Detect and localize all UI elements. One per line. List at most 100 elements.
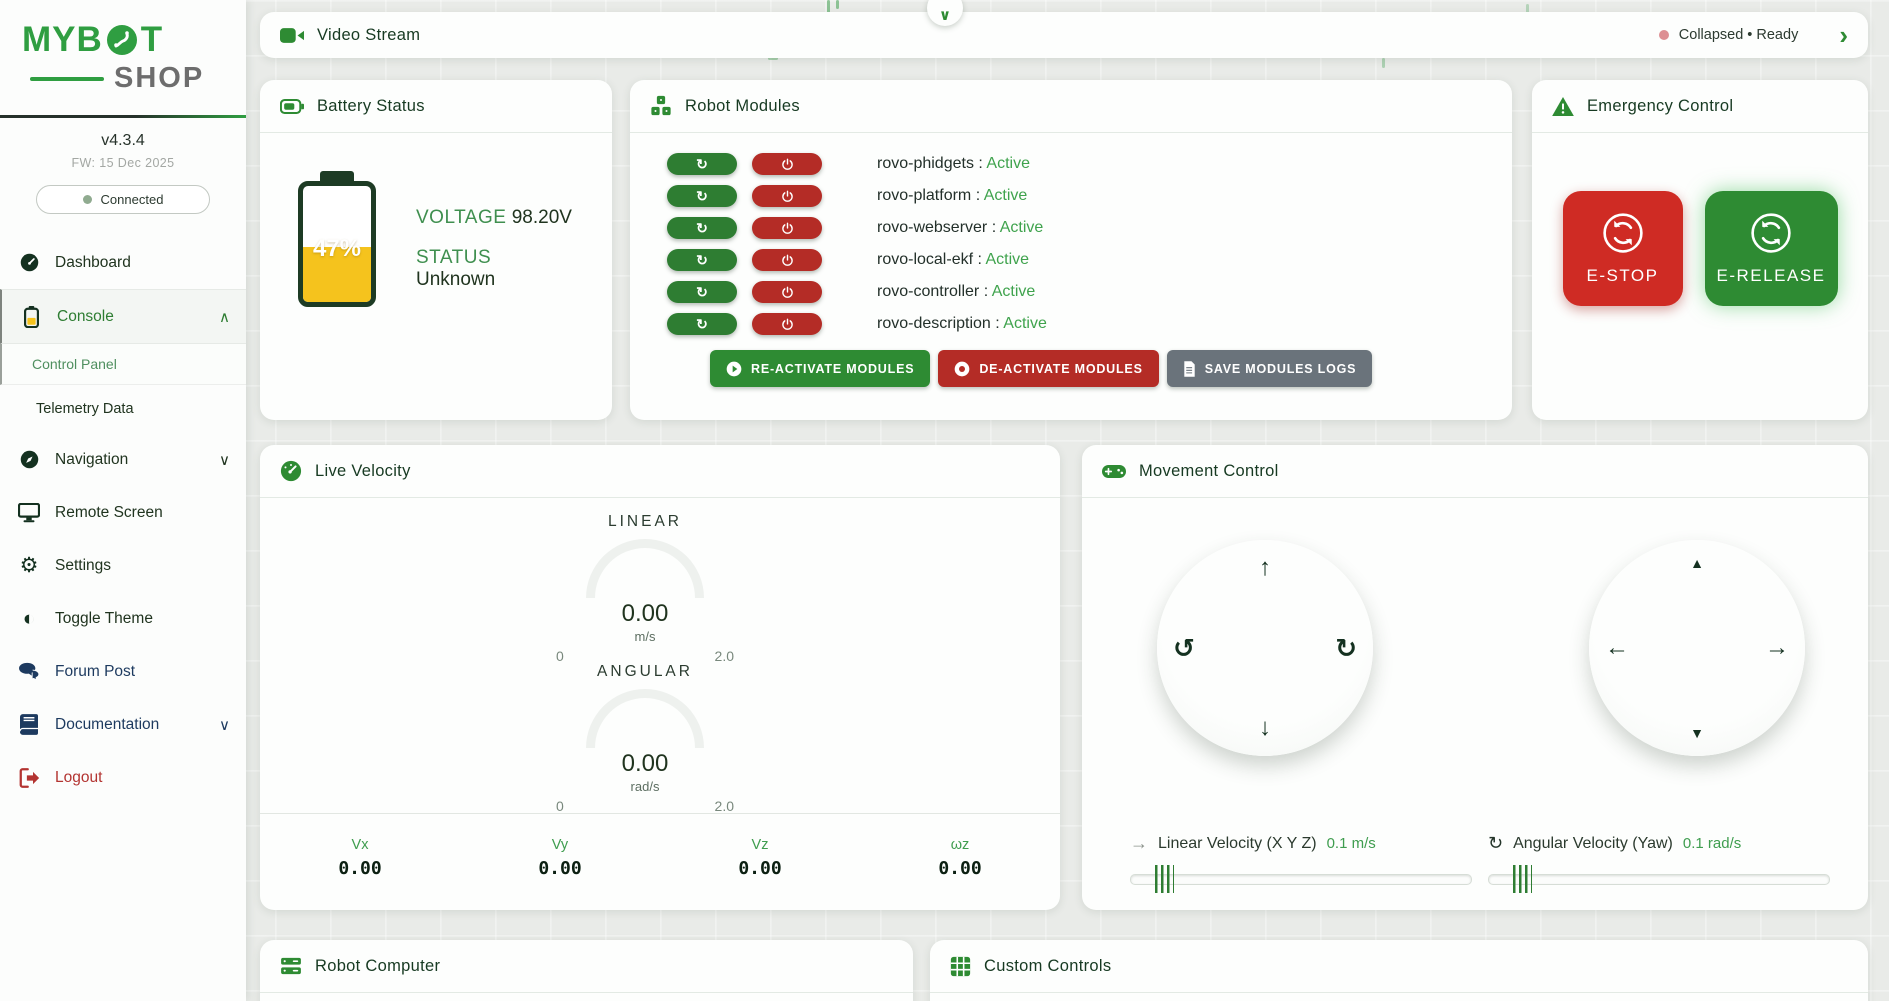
down-triangle-button[interactable]: ▼: [1690, 725, 1704, 741]
connection-status-label: Connected: [100, 192, 164, 207]
velocity-readouts: Vx 0.00 Vy 0.00 Vz 0.00 ωz 0.00: [260, 813, 1060, 879]
connection-status-badge: Connected: [36, 185, 210, 214]
card-title: Emergency Control: [1587, 96, 1734, 115]
sidebar-item-label: Console: [57, 307, 114, 325]
sidebar: MYB T SHOP v4.3.4 FW: 15 Dec 2025 Connec…: [0, 0, 246, 1001]
backward-arrow-button[interactable]: ↓: [1259, 714, 1271, 741]
battery-voltage-row: VOLTAGE 98.20V: [416, 207, 572, 229]
reactivate-modules-button[interactable]: RE-ACTIVATE MODULES: [710, 350, 931, 387]
module-power-button[interactable]: [752, 249, 822, 271]
drive-joystick-pad[interactable]: ↑ ↺ ↻ ↓: [1157, 540, 1373, 756]
module-power-button[interactable]: [752, 313, 822, 335]
gauge-value: 0.00: [621, 600, 669, 627]
linear-velocity-slider-group: → Linear Velocity (X Y Z) 0.1 m/s: [1130, 833, 1472, 893]
battery-percent: 47%: [312, 234, 362, 262]
module-list: ↻ rovo-phidgets : Active ↻ rovo-platform…: [630, 133, 1512, 335]
sidebar-item-logout[interactable]: Logout: [0, 751, 246, 804]
video-stream-header[interactable]: Video Stream Collapsed • Ready ›: [260, 12, 1868, 58]
map-artifact: [1526, 4, 1529, 13]
logout-icon: [18, 767, 40, 788]
rotate-cw-button[interactable]: ↻: [1335, 633, 1357, 663]
module-restart-button[interactable]: ↻: [667, 281, 737, 303]
brand-underline: [30, 76, 104, 81]
sidebar-item-settings[interactable]: ⚙ Settings: [0, 539, 246, 592]
linear-velocity-slider[interactable]: [1130, 865, 1472, 893]
gauge-unit: m/s: [634, 629, 656, 644]
module-name: rovo-controller: [877, 283, 980, 300]
estop-button[interactable]: E-STOP: [1562, 191, 1683, 306]
module-power-button[interactable]: [752, 217, 822, 239]
rotate-ccw-button[interactable]: ↺: [1173, 633, 1195, 663]
sidebar-item-documentation[interactable]: Documentation ∨: [0, 698, 246, 751]
up-triangle-button[interactable]: ▲: [1690, 555, 1704, 571]
sidebar-item-dashboard[interactable]: Dashboard: [0, 236, 246, 289]
speedometer-icon: [280, 460, 302, 482]
angular-velocity-slider[interactable]: [1488, 865, 1830, 893]
battery-fill: [303, 247, 371, 302]
sidebar-item-telemetry-data[interactable]: Telemetry Data: [0, 385, 246, 433]
readout-vx: Vx 0.00: [338, 837, 382, 879]
rotate-icon: ↻: [1488, 833, 1504, 853]
right-arrow-icon: →: [1130, 833, 1148, 853]
sidebar-item-remote-screen[interactable]: Remote Screen: [0, 486, 246, 539]
warning-triangle-icon: [1552, 96, 1574, 116]
gauge-min: 0: [556, 798, 564, 814]
card-title: Robot Modules: [685, 96, 800, 115]
battery-terminal: [320, 171, 354, 181]
chevron-down-icon: ∨: [938, 7, 952, 24]
stop-circle-icon: [955, 361, 970, 376]
chevron-up-icon: ∧: [219, 308, 230, 326]
sidebar-item-forum-post[interactable]: Forum Post: [0, 645, 246, 698]
save-modules-logs-button[interactable]: SAVE MODULES LOGS: [1166, 350, 1373, 387]
sidebar-item-label: Settings: [55, 556, 112, 574]
slider-handle[interactable]: [1154, 865, 1174, 893]
module-power-button[interactable]: [752, 185, 822, 207]
gauge-arc: [586, 689, 704, 748]
grid-icon: [950, 956, 971, 977]
chevron-down-icon: ∨: [219, 451, 230, 469]
slider-label: Angular Velocity (Yaw): [1513, 834, 1673, 852]
left-arrow-button[interactable]: ←: [1605, 634, 1629, 661]
sidebar-item-control-panel[interactable]: Control Panel: [0, 344, 246, 385]
voltage-value: 98.20V: [511, 207, 572, 228]
module-name: rovo-platform: [877, 187, 972, 204]
rotate-arrows-icon: [1602, 212, 1643, 253]
server-icon: [280, 957, 302, 975]
module-power-button[interactable]: [752, 281, 822, 303]
sidebar-item-label: Telemetry Data: [36, 401, 134, 417]
gauge-min: 0: [556, 648, 564, 664]
gauge-max: 2.0: [714, 798, 734, 814]
gear-icon: ⚙: [19, 554, 39, 577]
module-restart-button[interactable]: ↻: [667, 249, 737, 271]
strafe-joystick-pad[interactable]: ▲ ← → ▼: [1589, 540, 1805, 756]
module-state: Active: [983, 187, 1028, 204]
slider-handle[interactable]: [1512, 865, 1532, 893]
gauge-label: LINEAR: [608, 513, 682, 530]
module-state: Active: [999, 219, 1044, 236]
video-stream-status: Collapsed • Ready: [1658, 27, 1799, 43]
sidebar-item-navigation[interactable]: Navigation ∨: [0, 433, 246, 486]
gauge-value: 0.00: [621, 750, 669, 777]
gauge-label: ANGULAR: [597, 663, 693, 680]
sidebar-item-label: Navigation: [55, 450, 129, 468]
video-stream-status-label: Collapsed • Ready: [1678, 27, 1799, 43]
forward-arrow-button[interactable]: ↑: [1259, 554, 1271, 581]
module-restart-button[interactable]: ↻: [667, 313, 737, 335]
sidebar-item-console[interactable]: Console ∧: [0, 289, 246, 344]
module-restart-button[interactable]: ↻: [667, 185, 737, 207]
brand-text-mybot: MYB: [22, 20, 103, 59]
module-restart-button[interactable]: ↻: [667, 153, 737, 175]
module-row: ↻ rovo-controller : Active: [667, 281, 1512, 303]
erelease-button[interactable]: E-RELEASE: [1704, 191, 1838, 306]
module-restart-button[interactable]: ↻: [667, 217, 737, 239]
module-power-button[interactable]: [752, 153, 822, 175]
battery-status-card: Battery Status 47% VOLTAGE 98.20V STATUS…: [260, 80, 612, 420]
map-artifact: [836, 0, 839, 9]
card-title: Robot Computer: [315, 956, 441, 975]
chat-bubbles-icon: [18, 662, 40, 681]
sidebar-item-label: Logout: [55, 768, 103, 786]
right-arrow-button[interactable]: →: [1765, 634, 1789, 661]
deactivate-modules-button[interactable]: DE-ACTIVATE MODULES: [938, 350, 1159, 387]
sidebar-item-toggle-theme[interactable]: ◐ Toggle Theme: [0, 592, 246, 645]
status-value: Unknown: [416, 269, 496, 290]
